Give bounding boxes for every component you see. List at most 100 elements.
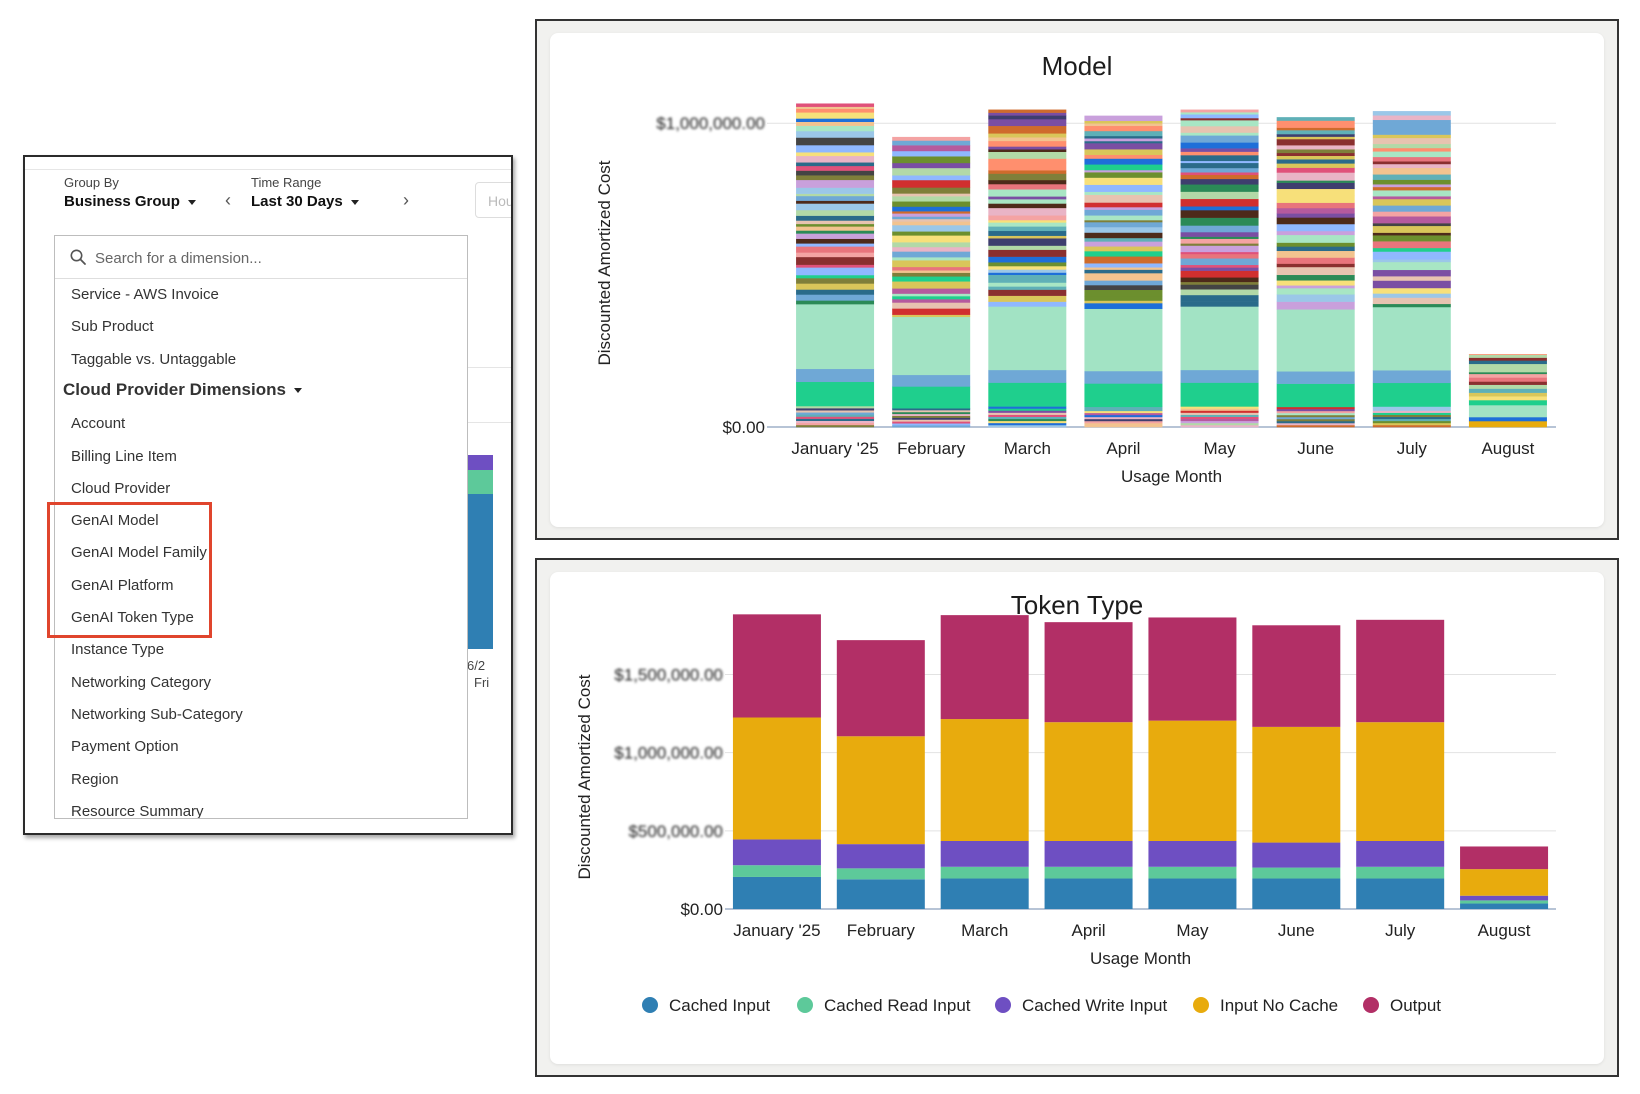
bar-segment xyxy=(796,418,875,421)
bar-segment xyxy=(1084,222,1163,228)
bar-segment xyxy=(988,219,1067,223)
bar[interactable] xyxy=(1180,109,1259,428)
bar-segment xyxy=(988,133,1067,138)
bar-segment-cached-input xyxy=(1148,878,1237,909)
bar-segment xyxy=(1180,142,1259,149)
x-tick-label: January '25 xyxy=(791,439,878,458)
legend-item[interactable]: Cached Input xyxy=(642,996,770,1015)
bar-segment xyxy=(1276,274,1355,281)
bar-segment xyxy=(796,408,875,411)
bar-segment xyxy=(1276,117,1355,121)
background-date-line2: Fri xyxy=(474,675,490,690)
bar-segment xyxy=(796,283,875,290)
legend-item[interactable]: Output xyxy=(1363,996,1441,1015)
dimension-item[interactable]: Billing Line Item xyxy=(71,447,177,465)
bar-segment xyxy=(1276,134,1355,137)
search-input[interactable] xyxy=(93,244,457,272)
bar-segment xyxy=(1372,216,1451,224)
bar-segment xyxy=(1180,114,1259,119)
dimension-item[interactable]: Service - AWS Invoice xyxy=(71,286,219,303)
dimension-item[interactable]: Region xyxy=(71,770,119,788)
bar[interactable] xyxy=(1252,625,1341,909)
bar-segment xyxy=(1180,408,1259,411)
legend-item[interactable]: Cached Read Input xyxy=(797,996,971,1015)
dimension-item[interactable]: Sub Product xyxy=(71,318,154,336)
chevron-left-icon[interactable]: ‹ xyxy=(225,190,231,210)
dimension-group-header[interactable]: Cloud Provider Dimensions xyxy=(63,380,302,400)
bar-segment xyxy=(796,414,875,417)
dimension-item[interactable]: Networking Category xyxy=(71,673,212,691)
bar-segment xyxy=(1180,424,1259,428)
bar-segment xyxy=(1180,270,1259,278)
bar-segment xyxy=(1276,406,1355,410)
bar-segment xyxy=(988,274,1067,283)
bar-segment xyxy=(1084,158,1163,165)
bar[interactable] xyxy=(1148,617,1237,909)
bar[interactable] xyxy=(1276,117,1355,428)
legend-item[interactable]: Cached Write Input xyxy=(995,996,1167,1015)
bar-segment xyxy=(1372,225,1451,233)
bar-segment xyxy=(796,106,875,109)
bar-segment xyxy=(1372,287,1451,294)
bar-segment xyxy=(1468,396,1547,401)
x-tick-label: March xyxy=(1004,439,1051,458)
bar[interactable] xyxy=(1356,619,1445,909)
bar[interactable] xyxy=(836,640,925,909)
bar-segment xyxy=(1372,126,1451,135)
bar-segment xyxy=(1276,149,1355,154)
bar-segment xyxy=(1180,284,1259,290)
dimension-item[interactable]: Taggable vs. Untaggable xyxy=(71,350,237,368)
dimension-item[interactable]: Networking Sub-Category xyxy=(71,705,243,723)
bar-segment xyxy=(1372,370,1451,384)
bar-segment xyxy=(988,420,1067,424)
dimension-item[interactable]: Payment Option xyxy=(71,738,179,756)
dimension-item[interactable]: GenAI Token Type xyxy=(71,609,194,626)
bar-segment xyxy=(796,368,875,383)
bar-segment xyxy=(1084,232,1163,239)
bar-segment xyxy=(1180,167,1259,173)
bar[interactable] xyxy=(732,614,821,909)
hour-input[interactable]: Hou xyxy=(475,182,511,218)
bar-segment xyxy=(796,193,875,197)
legend-item[interactable]: Input No Cache xyxy=(1193,996,1338,1015)
bar[interactable] xyxy=(1468,354,1547,428)
dimension-item[interactable]: GenAI Model xyxy=(71,512,159,530)
bar[interactable] xyxy=(1460,846,1549,909)
bar[interactable] xyxy=(1044,622,1133,909)
bar[interactable] xyxy=(1084,115,1163,428)
dimension-item[interactable]: Account xyxy=(71,415,126,433)
dimension-item[interactable]: GenAI Platform xyxy=(71,576,174,594)
time-range-dropdown[interactable]: Last 30 Days xyxy=(251,193,359,210)
bar-segment xyxy=(796,200,875,204)
x-tick-label: August xyxy=(1481,439,1534,458)
bar-segment xyxy=(1084,267,1163,270)
dimension-item[interactable]: Resource Summary xyxy=(71,802,204,819)
group-by-dropdown[interactable]: Business Group xyxy=(64,193,196,210)
bar-segment xyxy=(892,179,971,188)
dimension-item[interactable]: Cloud Provider xyxy=(71,479,171,497)
bar-segment xyxy=(1468,354,1547,358)
bar-segment xyxy=(892,421,971,424)
bar-segment xyxy=(1084,191,1163,195)
bar[interactable] xyxy=(988,109,1067,428)
bar[interactable] xyxy=(940,615,1029,909)
bar-segment xyxy=(796,412,875,415)
bar-segment xyxy=(1084,120,1163,124)
bar[interactable] xyxy=(796,103,875,428)
bar-segment xyxy=(1372,412,1451,415)
bar[interactable] xyxy=(892,136,971,428)
dimension-item[interactable]: GenAI Model Family xyxy=(71,544,207,562)
bar-segment-cached-read-input xyxy=(836,868,925,880)
bar[interactable] xyxy=(1372,111,1451,428)
bar-segment xyxy=(988,170,1067,174)
bar-segment xyxy=(892,308,971,315)
bar-segment-output xyxy=(732,614,821,718)
bar-segment xyxy=(988,179,1067,185)
bar-segment xyxy=(1084,123,1163,127)
bar-segment xyxy=(796,405,875,409)
bar-segment xyxy=(892,224,971,232)
dimension-item[interactable]: Instance Type xyxy=(71,641,165,659)
chevron-right-icon[interactable]: › xyxy=(403,190,409,210)
divider xyxy=(465,422,511,423)
bar-segment-cached-write-input xyxy=(1044,841,1133,867)
